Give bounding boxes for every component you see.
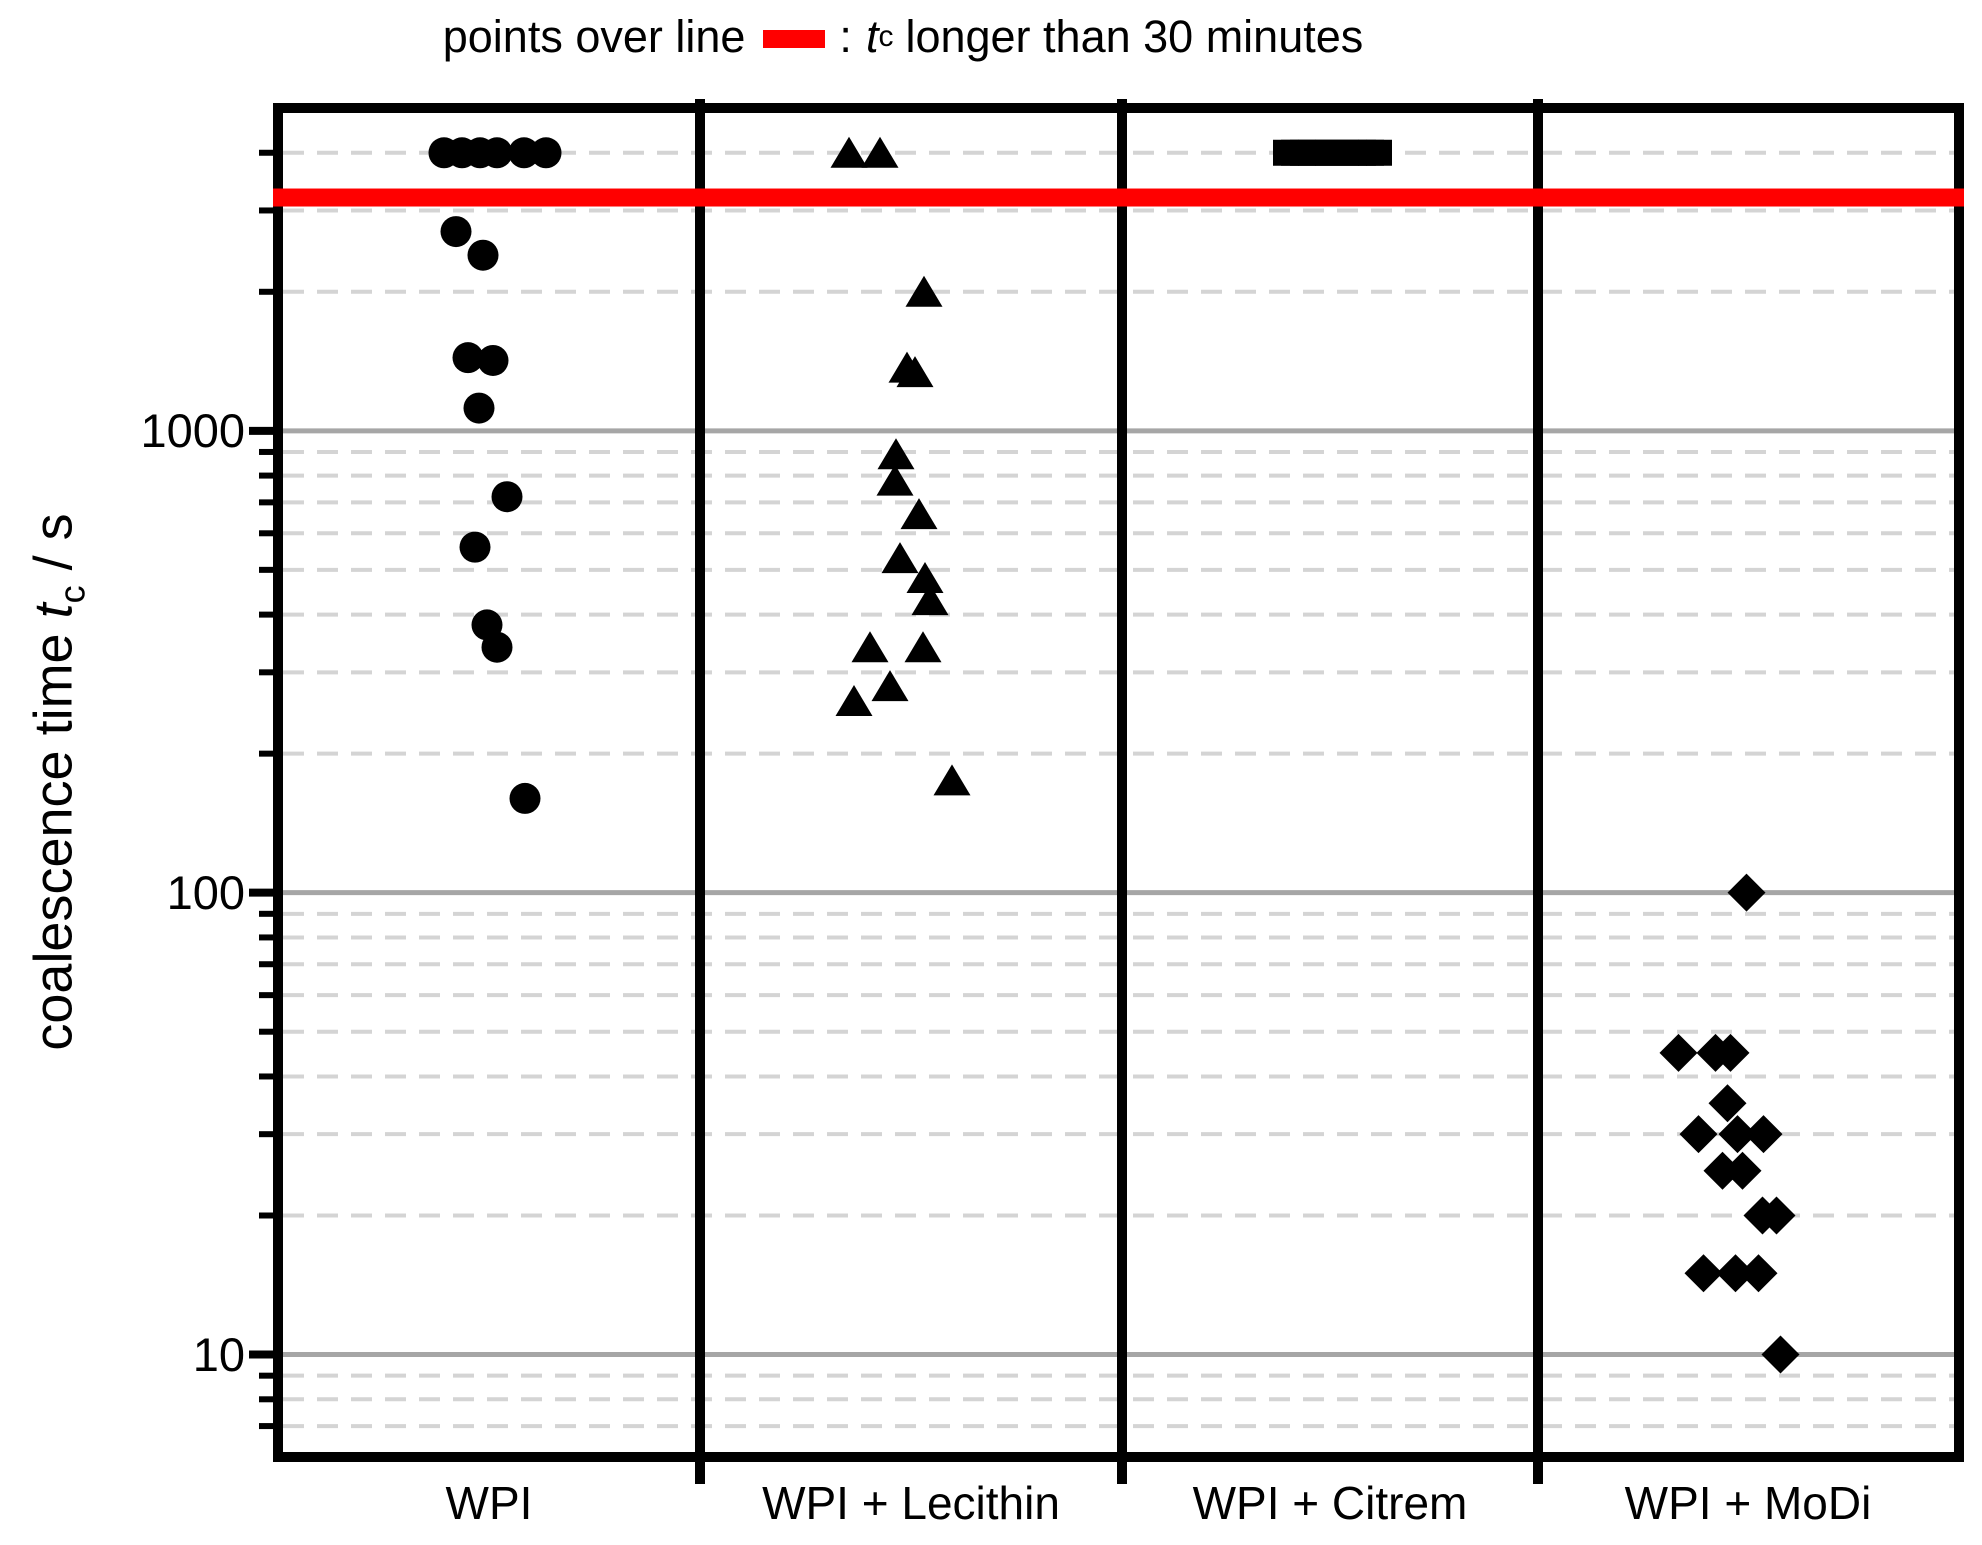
title-tc-subscript: c <box>878 20 894 53</box>
y-axis-title-suffix: / s <box>23 513 84 586</box>
y-axis-title-prefix: coalescence time <box>23 618 84 1051</box>
title-tc-symbol: t <box>865 11 879 62</box>
y-axis-tc-symbol: t <box>23 603 84 619</box>
data-point-diamond <box>1711 1033 1750 1072</box>
data-point-diamond <box>1679 1115 1718 1154</box>
data-point-circle <box>452 342 484 374</box>
data-point-over-line-circle <box>530 137 562 169</box>
data-point-diamond <box>1659 1033 1698 1072</box>
data-point-diamond <box>1723 1151 1762 1190</box>
data-point-circle <box>477 344 509 376</box>
data-point-over-line-triangle <box>861 136 899 168</box>
data-point-diamond <box>1718 1115 1757 1154</box>
data-point-over-line-circle <box>481 137 513 169</box>
category-label-wpi-modi: WPI + MoDi <box>1624 1477 1872 1529</box>
title-colon: : <box>839 11 852 62</box>
data-point-circle <box>463 392 495 424</box>
data-point-circle <box>440 216 472 248</box>
title-prefix: points over line <box>442 11 746 62</box>
data-point-triangle <box>851 631 889 663</box>
data-point-triangle <box>905 275 943 307</box>
category-label-wpi-citrem: WPI + Citrem <box>1192 1477 1468 1529</box>
data-point-diamond <box>1727 873 1766 912</box>
data-point-circle <box>459 531 491 563</box>
data-point-triangle <box>900 498 938 530</box>
y-tick-label-100: 100 <box>166 866 245 919</box>
data-point-triangle <box>871 670 909 702</box>
data-point-circle <box>467 239 499 271</box>
data-point-triangle <box>835 685 873 717</box>
data-point-diamond <box>1708 1084 1747 1123</box>
data-point-diamond <box>1739 1254 1778 1293</box>
data-point-triangle <box>896 356 934 388</box>
y-axis-tc-subscript: c <box>51 585 93 604</box>
y-tick-label-10: 10 <box>192 1328 245 1381</box>
data-point-triangle <box>911 584 949 616</box>
plot-border <box>273 103 1964 1462</box>
data-point-triangle <box>876 464 914 496</box>
data-point-triangle <box>933 764 971 796</box>
data-point-diamond <box>1703 1151 1742 1190</box>
data-point-diamond <box>1757 1196 1796 1235</box>
data-point-circle <box>509 782 541 814</box>
data-point-triangle <box>904 631 942 663</box>
data-point-diamond <box>1684 1254 1723 1293</box>
data-point-circle <box>481 631 513 663</box>
data-point-over-line-square <box>1366 139 1392 166</box>
data-point-diamond <box>1744 1115 1783 1154</box>
cutoff-30min-line <box>273 188 1964 207</box>
cutoff-line-legend-dash-icon <box>763 30 826 48</box>
title-suffix: longer than 30 minutes <box>905 11 1364 62</box>
data-point-triangle <box>906 562 944 594</box>
data-point-diamond <box>1716 1254 1755 1293</box>
category-label-wpi: WPI <box>445 1477 533 1529</box>
y-axis-title: coalescence time tc / s <box>23 513 94 1050</box>
data-point-over-line-triangle <box>830 136 868 168</box>
category-label-wpi-lecithin: WPI + Lecithin <box>762 1477 1060 1529</box>
y-tick-label-1000: 1000 <box>140 404 245 457</box>
chart-title: points over line : t c longer than 30 mi… <box>278 6 1528 68</box>
data-point-over-line-circle <box>508 137 540 169</box>
data-point-triangle <box>881 542 919 574</box>
data-point-triangle <box>877 438 915 470</box>
data-point-diamond <box>1761 1335 1800 1374</box>
data-point-circle <box>491 481 523 513</box>
